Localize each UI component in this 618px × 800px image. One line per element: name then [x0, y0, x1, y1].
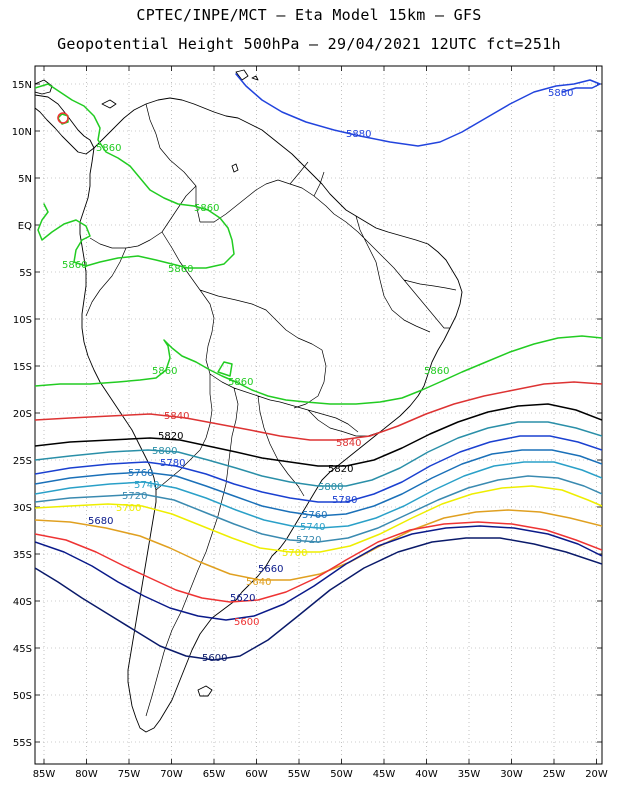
lat-tick-label: 15N [12, 80, 32, 91]
contour-label: 5780 [332, 495, 357, 506]
contour-5760 [35, 449, 602, 517]
lat-tick-label: 5S [19, 268, 32, 279]
contour-label: 5860 [424, 366, 449, 377]
contour-label: 5860 [168, 264, 193, 275]
lat-tick-label: 10S [13, 315, 32, 326]
contour-label: 5820 [328, 464, 353, 475]
lon-tick-label: 80W [75, 769, 98, 780]
lon-tick-label: 65W [203, 769, 226, 780]
contour-5860-loop [217, 361, 233, 377]
lon-tick-label: 35W [458, 769, 481, 780]
lon-tick-label: 60W [245, 769, 268, 780]
contour-label: 5860 [194, 203, 219, 214]
contour-5740 [35, 461, 602, 529]
contour-label: 5740 [300, 522, 325, 533]
central-america-coast-2 [35, 79, 53, 95]
contour-5840 [35, 381, 602, 441]
contour-5800 [35, 421, 602, 487]
map-subtitle: Geopotential Height 500hPa – 29/04/2021 … [57, 35, 561, 53]
lat-tick-label: 30S [13, 503, 32, 514]
contour-label: 5860 [152, 366, 177, 377]
contour-label: 5720 [122, 491, 147, 502]
contour-label: 5800 [152, 446, 177, 457]
contour-label: 5880 [548, 88, 573, 99]
contour-label: 5760 [302, 510, 327, 521]
longitude-labels: 85W 80W 75W 70W 65W 60W 55W 50W 45W 40W 35W 30W 25W 2… [33, 769, 608, 780]
contour-labels: 5880 5880 5860 5860 5860 5860 5860 5860 … [62, 88, 573, 664]
lat-tick-label: 35S [13, 550, 32, 561]
lat-tick-label: 50S [13, 691, 32, 702]
lat-tick-label: 15S [13, 362, 32, 373]
contour-5640 [35, 525, 602, 621]
lon-tick-label: 70W [160, 769, 183, 780]
contour-label: 5840 [164, 411, 189, 422]
lon-tick-label: 30W [500, 769, 523, 780]
lon-tick-label: 20W [585, 769, 608, 780]
contour-label: 5860 [62, 260, 87, 271]
contour-5820 [35, 403, 602, 467]
small-island [231, 163, 239, 173]
contour-5860-south [35, 335, 602, 405]
coastlines-and-borders [35, 69, 463, 733]
contour-5860-north [35, 83, 235, 269]
lon-tick-label: 85W [33, 769, 56, 780]
lon-tick-label: 50W [330, 769, 353, 780]
caribbean-islands [235, 69, 259, 81]
map-title: CPTEC/INPE/MCT – Eta Model 15km – GFS [136, 6, 482, 24]
contour-label: 5600 [234, 617, 259, 628]
contour-5660 [35, 521, 602, 603]
contour-label: 5860 [228, 377, 253, 388]
lat-tick-label: 45S [13, 644, 32, 655]
lon-tick-label: 75W [118, 769, 141, 780]
south-america-coast [79, 97, 463, 733]
contour-5600 [35, 537, 602, 661]
contour-label: 5780 [160, 458, 185, 469]
lat-tick-label: 25S [13, 456, 32, 467]
contour-5720 [35, 475, 602, 543]
contour-label: 5740 [134, 480, 159, 491]
closed-contour-marker [57, 112, 69, 124]
contour-5880 [235, 73, 601, 147]
lat-tick-label: 10N [12, 127, 32, 138]
country-borders [85, 103, 457, 717]
contour-label: 5720 [296, 535, 321, 546]
latitude-labels: 15N 10N 5N EQ 5S 10S 15S 20S 25S 30S 35S 40S 45S 50S 5… [12, 80, 32, 749]
lat-lon-grid [35, 66, 602, 764]
lon-tick-label: 55W [288, 769, 311, 780]
falkland-islands [197, 685, 213, 697]
lat-tick-label: 55S [13, 738, 32, 749]
contour-label: 5660 [258, 564, 283, 575]
caribbean-island [101, 99, 117, 109]
lat-tick-label: 40S [13, 597, 32, 608]
lat-tick-label: 5N [18, 174, 32, 185]
lon-tick-label: 40W [415, 769, 438, 780]
contour-label: 5600 [202, 653, 227, 664]
lat-tick-label: EQ [18, 221, 32, 232]
contour-label: 5840 [336, 438, 361, 449]
contour-label: 5800 [318, 482, 343, 493]
contour-label: 5860 [96, 143, 121, 154]
contour-label: 5680 [88, 516, 113, 527]
lon-tick-label: 25W [543, 769, 566, 780]
lon-tick-label: 45W [373, 769, 396, 780]
contour-label: 5760 [128, 468, 153, 479]
contour-label: 5880 [346, 129, 371, 140]
contour-5700 [35, 485, 602, 553]
contour-5780 [35, 435, 602, 503]
height-contours [35, 73, 602, 661]
contour-label: 5700 [116, 503, 141, 514]
contour-label: 5820 [158, 431, 183, 442]
contour-label: 5620 [230, 593, 255, 604]
contour-5680 [35, 509, 602, 581]
contour-label: 5700 [282, 548, 307, 559]
contour-label: 5640 [246, 577, 271, 588]
lat-tick-label: 20S [13, 409, 32, 420]
